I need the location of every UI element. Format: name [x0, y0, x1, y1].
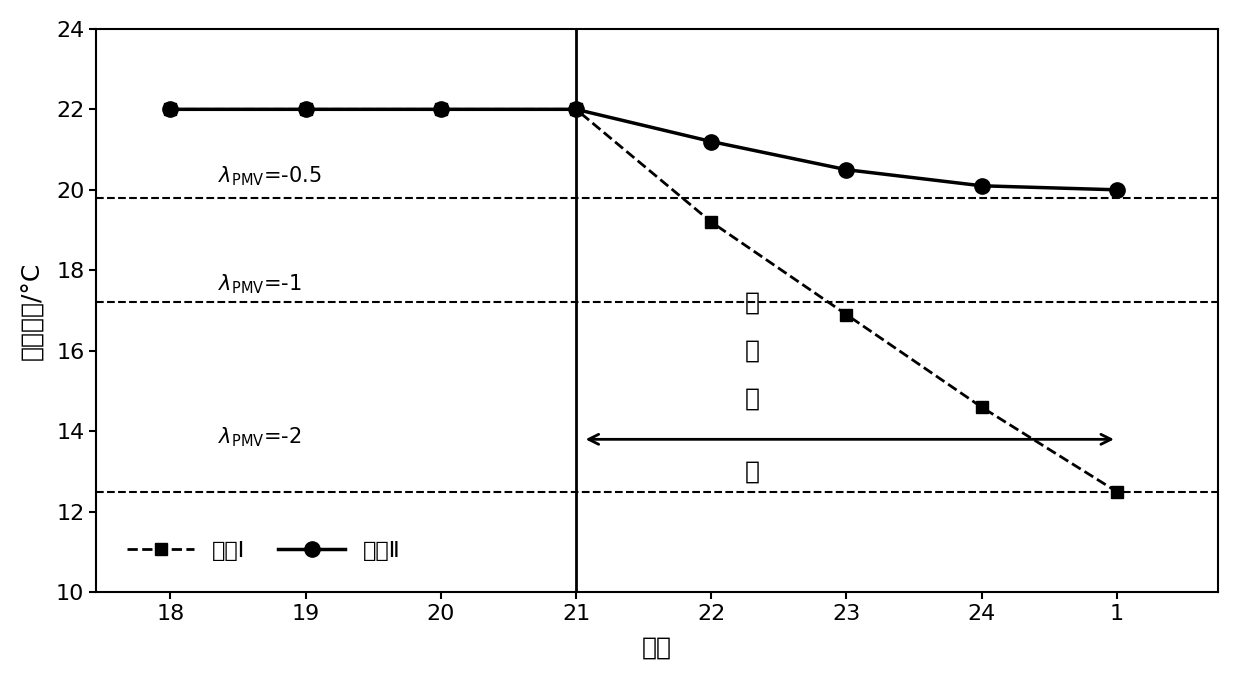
场景Ⅰ	[974, 403, 989, 411]
Text: $\lambda_{\rm PMV}$=-2: $\lambda_{\rm PMV}$=-2	[218, 426, 301, 449]
Text: $\lambda_{\rm PMV}$=-1: $\lambda_{\rm PMV}$=-1	[218, 273, 301, 296]
Text: $\lambda_{\rm PMV}$=-0.5: $\lambda_{\rm PMV}$=-0.5	[218, 164, 321, 188]
Text: 供: 供	[745, 290, 760, 314]
Line: 场景Ⅱ: 场景Ⅱ	[162, 102, 1125, 197]
Text: 中: 中	[745, 387, 760, 411]
场景Ⅱ	[704, 137, 719, 146]
场景Ⅱ	[839, 166, 854, 174]
场景Ⅰ	[164, 105, 178, 114]
Y-axis label: 室内温度/°C: 室内温度/°C	[21, 261, 45, 360]
场景Ⅰ	[434, 105, 449, 114]
场景Ⅰ	[1109, 488, 1124, 496]
场景Ⅱ	[1109, 186, 1124, 194]
场景Ⅰ	[839, 311, 854, 319]
场景Ⅰ	[569, 105, 584, 114]
场景Ⅱ	[299, 105, 313, 114]
场景Ⅱ	[164, 105, 178, 114]
Line: 场景Ⅰ: 场景Ⅰ	[165, 103, 1123, 498]
Legend: 场景Ⅰ, 场景Ⅱ: 场景Ⅰ, 场景Ⅱ	[119, 532, 409, 570]
Text: 电: 电	[745, 339, 760, 363]
X-axis label: 时刻: 时刻	[642, 635, 672, 659]
场景Ⅰ	[704, 218, 719, 226]
场景Ⅱ	[434, 105, 449, 114]
Text: 断: 断	[745, 460, 760, 483]
场景Ⅱ	[569, 105, 584, 114]
场景Ⅱ	[974, 182, 989, 190]
场景Ⅰ	[299, 105, 313, 114]
